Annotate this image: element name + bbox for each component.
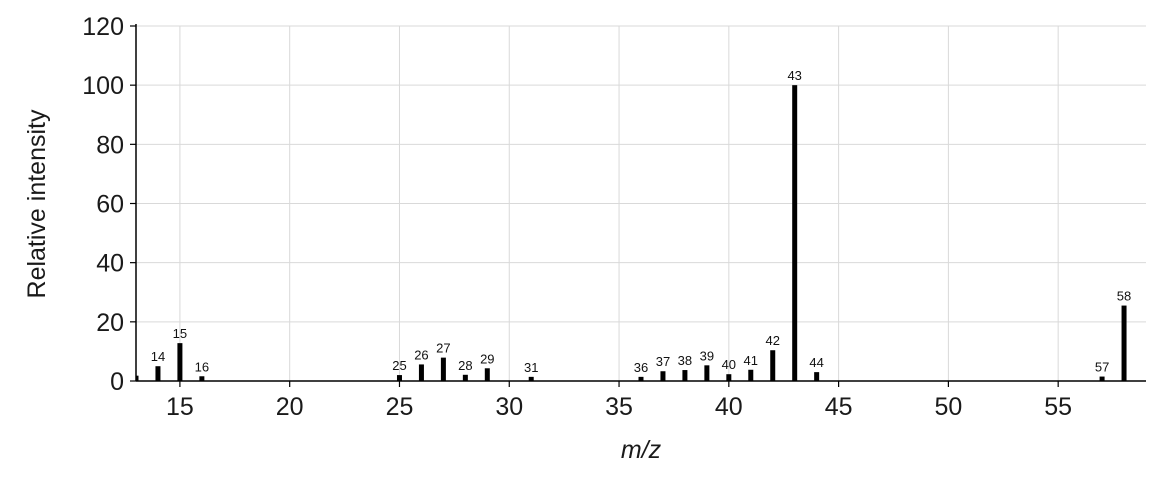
peak-label: 38	[678, 353, 692, 368]
peak-bar	[748, 369, 754, 381]
x-tick-label: 40	[715, 393, 743, 421]
peak-label: 58	[1117, 289, 1131, 304]
peak-label: 42	[766, 333, 780, 348]
x-tick-label: 35	[605, 393, 633, 421]
peak-label: 27	[436, 341, 450, 356]
peak-label: 43	[787, 68, 801, 83]
peak-label: 25	[392, 358, 406, 373]
peak-bar	[682, 370, 688, 381]
x-tick-label: 25	[386, 393, 414, 421]
x-tick-label: 20	[276, 393, 304, 421]
peak-bar	[462, 374, 468, 381]
peak-bar	[1099, 376, 1105, 381]
y-tick-label: 120	[82, 13, 124, 41]
peak-label: 39	[700, 348, 714, 363]
peak-bar	[770, 350, 776, 381]
peak-label: 31	[524, 360, 538, 375]
peak-bar	[199, 376, 205, 381]
peak-label: 36	[634, 360, 648, 375]
peak-bar	[177, 343, 183, 381]
y-tick-label: 80	[96, 131, 124, 159]
peak-bars	[136, 85, 1127, 382]
x-tick-label: 55	[1044, 393, 1072, 421]
peak-bar	[1121, 305, 1127, 381]
peak-bar	[638, 376, 644, 381]
y-tick-label: 0	[110, 368, 124, 396]
peak-label: 28	[458, 358, 472, 373]
y-axis-ticks: 0 20 40 60 80 100 120	[82, 13, 136, 396]
peak-label: 57	[1095, 360, 1109, 375]
x-tick-label: 45	[825, 393, 853, 421]
peak-bar	[136, 375, 139, 381]
peak-labels: 14 15 16 25 26 27 28 29 31 36 37 38 39 40 41 42 43 44 57 58	[151, 68, 1132, 375]
peak-bar	[155, 366, 161, 381]
peak-bar	[704, 365, 710, 381]
peak-label: 41	[744, 353, 758, 368]
y-tick-label: 60	[96, 191, 124, 219]
x-tick-label: 30	[495, 393, 523, 421]
peak-label: 16	[195, 359, 209, 374]
peak-bar	[484, 368, 490, 381]
y-axis-title: Relative intensity	[23, 109, 51, 298]
y-tick-label: 20	[96, 309, 124, 337]
grid-lines	[136, 25, 1146, 381]
peak-bar	[660, 371, 666, 381]
peak-bar	[726, 374, 732, 381]
peak-bar	[814, 372, 820, 381]
y-tick-label: 100	[82, 72, 124, 100]
x-tick-label: 50	[934, 393, 962, 421]
peak-label: 15	[173, 326, 187, 341]
peak-bar	[792, 85, 798, 382]
x-axis-ticks: 15 20 25 30 35 40 45 50 55	[166, 381, 1072, 421]
y-tick-label: 40	[96, 250, 124, 278]
x-axis-title: m/z	[621, 436, 662, 464]
peak-label: 29	[480, 351, 494, 366]
peak-bar	[528, 376, 534, 381]
peak-label: 40	[722, 357, 736, 372]
peak-label: 37	[656, 354, 670, 369]
peak-label: 26	[414, 347, 428, 362]
peak-bar	[396, 375, 402, 381]
peak-bar	[440, 357, 446, 381]
x-tick-label: 15	[166, 393, 194, 421]
peak-bar	[418, 364, 424, 381]
peak-label: 14	[151, 349, 165, 364]
peak-label: 44	[809, 355, 823, 370]
